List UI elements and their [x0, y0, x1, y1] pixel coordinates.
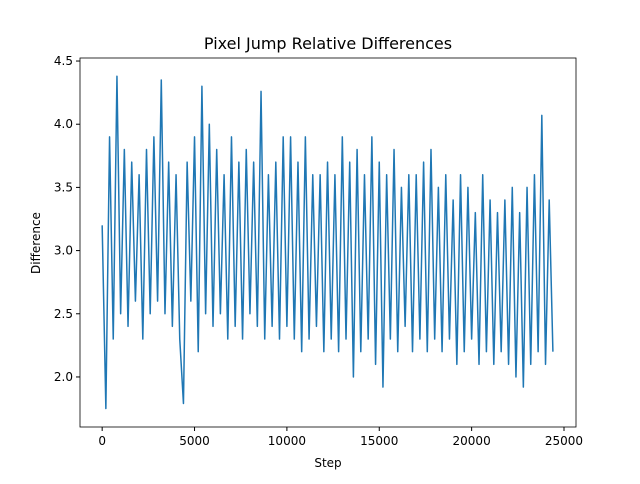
chart-title: Pixel Jump Relative Differences — [204, 34, 452, 53]
y-axis-label: Difference — [29, 212, 43, 274]
x-axis-label: Step — [314, 456, 341, 470]
y-tick-label: 3.5 — [54, 180, 73, 194]
x-tick-label: 0 — [98, 434, 106, 448]
x-tick-label: 5000 — [179, 434, 210, 448]
x-tick-label: 20000 — [453, 434, 491, 448]
y-tick-label: 4.0 — [54, 117, 73, 131]
y-tick-label: 2.0 — [54, 370, 73, 384]
y-tick-label: 3.0 — [54, 244, 73, 258]
x-tick-label: 10000 — [268, 434, 306, 448]
y-tick-label: 4.5 — [54, 54, 73, 68]
x-tick-label: 25000 — [545, 434, 583, 448]
data-line — [101, 75, 554, 410]
y-tick-label: 2.5 — [54, 307, 73, 321]
plot-frame — [79, 57, 577, 428]
x-tick-label: 15000 — [360, 434, 398, 448]
